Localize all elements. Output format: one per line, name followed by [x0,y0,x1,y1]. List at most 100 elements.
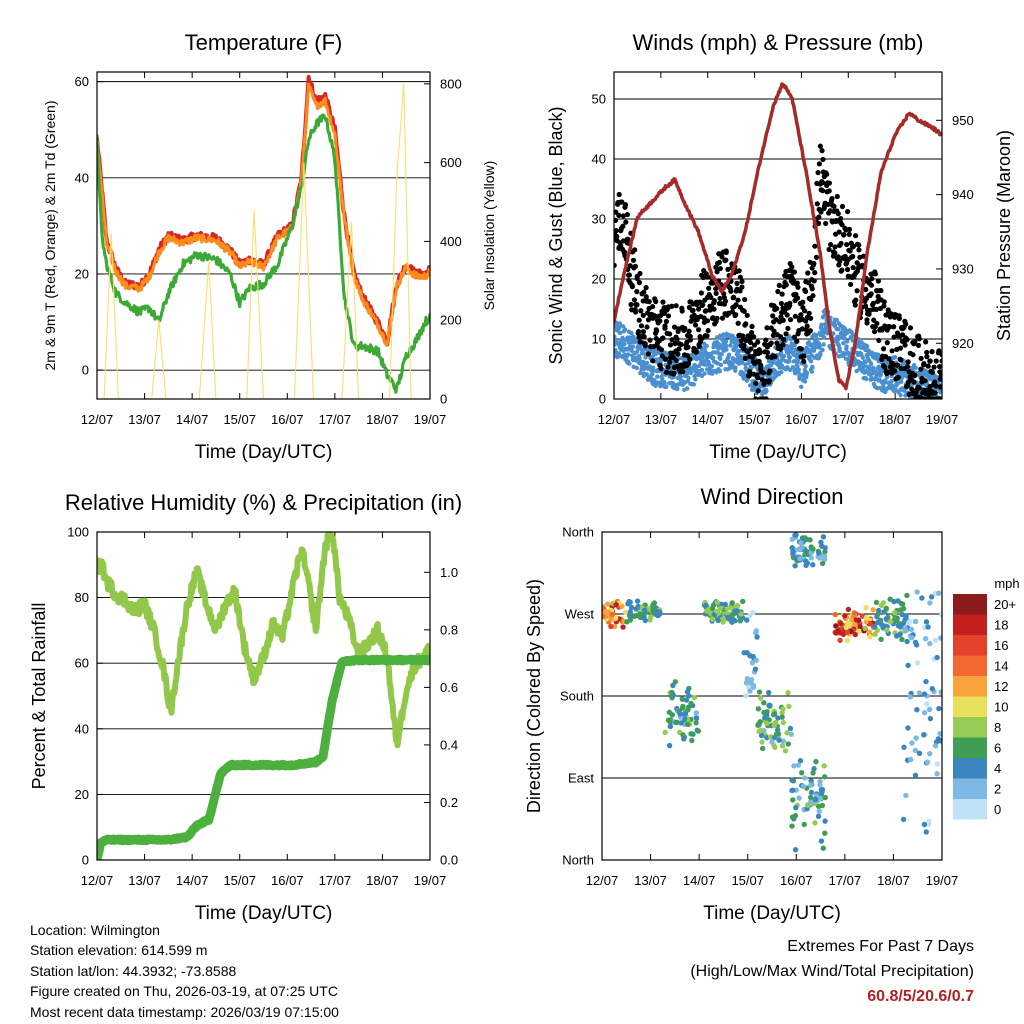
gust-point [892,368,898,374]
gust-point [873,306,879,313]
gust-point [897,345,904,351]
sonic-wind-point [884,375,890,380]
gust-point [641,289,647,295]
x-tick-label: 19/07 [414,873,447,888]
wind-direction-point [780,738,787,744]
gust-point [696,343,703,350]
sonic-wind-point [781,353,787,359]
gust-point [741,342,747,348]
gust-point [770,313,776,319]
wind-direction-point [759,739,765,745]
gust-point [766,378,772,384]
x-tick-label: 16/07 [780,873,813,888]
y2-tick-label: 0.0 [440,853,458,868]
gust-point [828,241,834,248]
gust-point [787,317,794,323]
gust-point [939,358,942,364]
sonic-wind-point [728,343,733,348]
gust-point [891,324,897,330]
gust-point [632,263,639,269]
9m-t-line [97,82,430,347]
plot-area [97,74,430,399]
legend-swatch [953,778,987,799]
gust-point [924,349,930,356]
gust-point [896,313,902,319]
gust-point [891,334,897,340]
plot-frame [96,71,431,400]
chart-title: Relative Humidity (%) & Precipitation (i… [65,490,462,515]
wind-direction-point [821,774,828,780]
legend-title: mph [994,576,1019,591]
y-tick-label: 60 [75,74,89,89]
y2-axis-label: Station Pressure (Maroon) [994,130,1014,341]
gust-point [881,346,887,352]
sonic-wind-point [778,350,784,355]
gust-point [669,303,675,309]
wind-direction-point [921,732,927,738]
wind-direction-point [685,704,692,710]
legend-label: 10 [994,700,1008,715]
wind-direction-point [802,558,809,564]
sonic-wind-point [684,386,690,391]
x-tick-label: 18/07 [366,873,399,888]
gust-point [916,385,922,391]
gust-point [704,333,710,339]
wind-direction-point [924,701,930,707]
wind-direction-point [878,636,884,643]
gust-point [614,262,617,269]
gust-point [643,294,649,300]
wind-direction-point [757,727,764,734]
gust-point [815,170,821,176]
gust-point [937,369,942,375]
sonic-wind-point [834,317,839,323]
gust-point [682,325,688,332]
sonic-wind-point [650,365,656,370]
gust-point [671,370,677,376]
y-tick-label: 20 [75,266,89,281]
gust-point [938,396,942,399]
wind-direction-point [818,787,825,793]
gust-point [676,346,682,352]
wind-direction-point [684,721,691,728]
wind-direction-point [801,821,807,828]
wind-direction-point [761,700,767,706]
sonic-wind-point [790,365,796,370]
x-axis-label: Time (Day/UTC) [709,442,847,463]
wind-direction-point [633,606,639,612]
sonic-wind-point [709,364,715,369]
gust-point [794,338,800,344]
legend-label: 16 [994,638,1008,653]
gust-point [832,250,838,256]
gust-point [926,396,932,399]
wind-direction-point [732,618,738,624]
gust-point [737,274,743,280]
x-tick-label: 14/07 [683,873,716,888]
gust-point [814,201,820,207]
gust-point [815,220,822,226]
gust-point [802,288,809,295]
legend-label: 20+ [994,597,1016,612]
gust-point [819,179,826,186]
gust-point [780,317,786,323]
speed-legend: mph 20+ 18 16 14 12 10 8 6 4 2 0 [953,576,1020,820]
sonic-wind-point [814,336,819,341]
gust-point [868,291,874,297]
wind-direction-point [772,744,778,751]
wind-direction-point [797,555,803,562]
wind-direction-point [632,613,638,619]
sonic-wind-point [837,346,842,351]
gust-point [835,210,841,217]
wind-direction-point [787,725,794,732]
x-tick-label: 12/07 [81,873,114,888]
wind-direction-point [792,532,798,538]
y-tick-label: 40 [75,721,89,736]
gust-point [631,297,637,303]
gust-point [704,274,710,280]
wind-direction-point [611,623,618,630]
gust-point [794,295,801,301]
wind-direction-point [904,638,910,645]
gust-point [938,373,942,379]
wind-direction-point [788,731,795,737]
sonic-wind-point [878,372,884,377]
